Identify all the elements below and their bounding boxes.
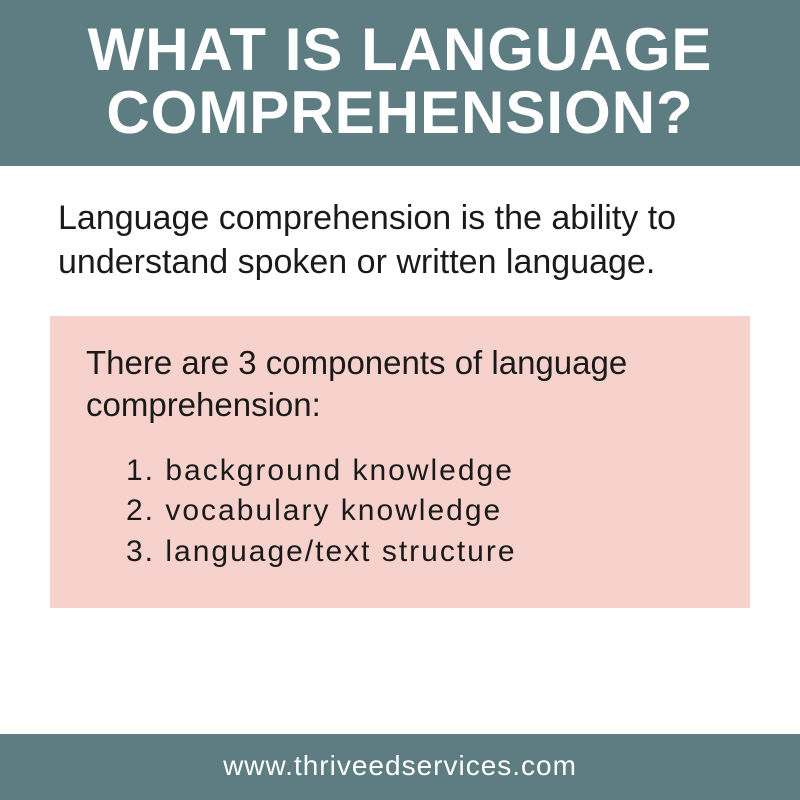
main-content: Language comprehension is the ability to… bbox=[0, 166, 800, 734]
definition-text: Language comprehension is the ability to… bbox=[50, 196, 750, 284]
components-box: There are 3 components of language compr… bbox=[50, 316, 750, 608]
components-intro: There are 3 components of language compr… bbox=[86, 342, 714, 425]
footer-banner: www.thriveedservices.com bbox=[0, 734, 800, 800]
footer-url: www.thriveedservices.com bbox=[223, 750, 577, 781]
header-banner: WHAT IS LANGUAGE COMPREHENSION? bbox=[0, 0, 800, 166]
list-item: 3. language/text structure bbox=[126, 532, 714, 573]
header-title: WHAT IS LANGUAGE COMPREHENSION? bbox=[88, 16, 713, 146]
components-list: 1. background knowledge 2. vocabulary kn… bbox=[86, 451, 714, 573]
list-item: 1. background knowledge bbox=[126, 451, 714, 492]
list-item: 2. vocabulary knowledge bbox=[126, 491, 714, 532]
